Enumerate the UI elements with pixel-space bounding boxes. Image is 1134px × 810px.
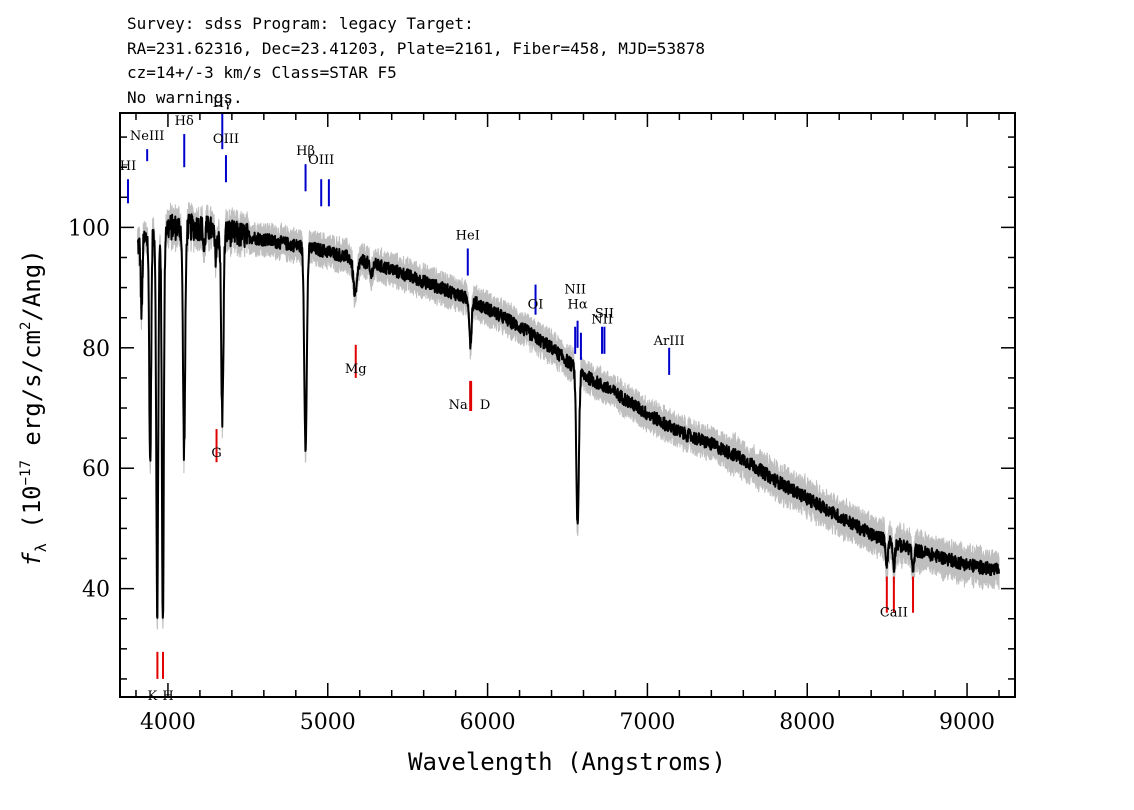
header-text: Survey: sdss Program: legacy Target: RA=… [127,14,705,107]
x-tick-label: 8000 [779,710,835,735]
axes: 4000 5000 6000 7000 8000 9000 40 60 80 100 [68,113,1015,735]
y-tick-label: 100 [68,216,110,241]
emission-line-label: OIII [308,153,334,168]
header-line-4: No warnings. [127,88,243,107]
header-line-1: Survey: sdss Program: legacy Target: [127,14,474,33]
absorption-line-label: G [211,446,221,461]
plot-frame [119,112,1016,698]
emission-line-label: ArIII [653,334,685,349]
emission-line-label: Hδ [175,114,194,129]
plot-area: HINeIIIHδHγOIIIHβOIIIHeIOINIIHαNIISIIArI… [120,96,1000,704]
emission-line-label: NII [564,283,586,298]
absorption-line-label: Na [449,398,468,413]
x-axis-label: Wavelength (Angstroms) [408,748,726,776]
absorption-line-label: Mg [345,362,367,377]
y-tick-label: 60 [82,457,110,482]
y-tick-label: 40 [82,578,110,603]
emission-line-label: SII [595,307,614,322]
emission-line-label: OI [528,298,544,313]
emission-line-label: NII [591,313,613,328]
y-tick-label: 80 [82,337,110,362]
error-band [137,202,1000,630]
x-tick-label: 9000 [939,710,995,735]
emission-line-label: HI [120,159,136,174]
emission-line-label: NeIII [130,129,164,144]
emission-line-label: Hα [568,298,588,313]
absorption-line-label: CaII [880,606,908,621]
emission-line-label: HeI [456,228,480,243]
x-tick-label: 6000 [460,710,516,735]
x-tick-label: 4000 [140,710,196,735]
absorption-line-label: D [480,398,490,413]
header-line-3: cz=14+/-3 km/s Class=STAR F5 [127,63,397,82]
flux-line [136,213,1000,619]
emission-line-label: OIII [213,132,239,147]
y-axis-label: fλ (10−17 erg/s/cm2/Ang) [18,249,50,566]
emission-line-label: Hγ [213,96,232,111]
x-tick-label: 5000 [300,710,356,735]
emission-line-label: Hβ [296,144,315,159]
header-line-2: RA=231.62316, Dec=23.41203, Plate=2161, … [127,39,705,58]
x-tick-label: 7000 [619,710,675,735]
